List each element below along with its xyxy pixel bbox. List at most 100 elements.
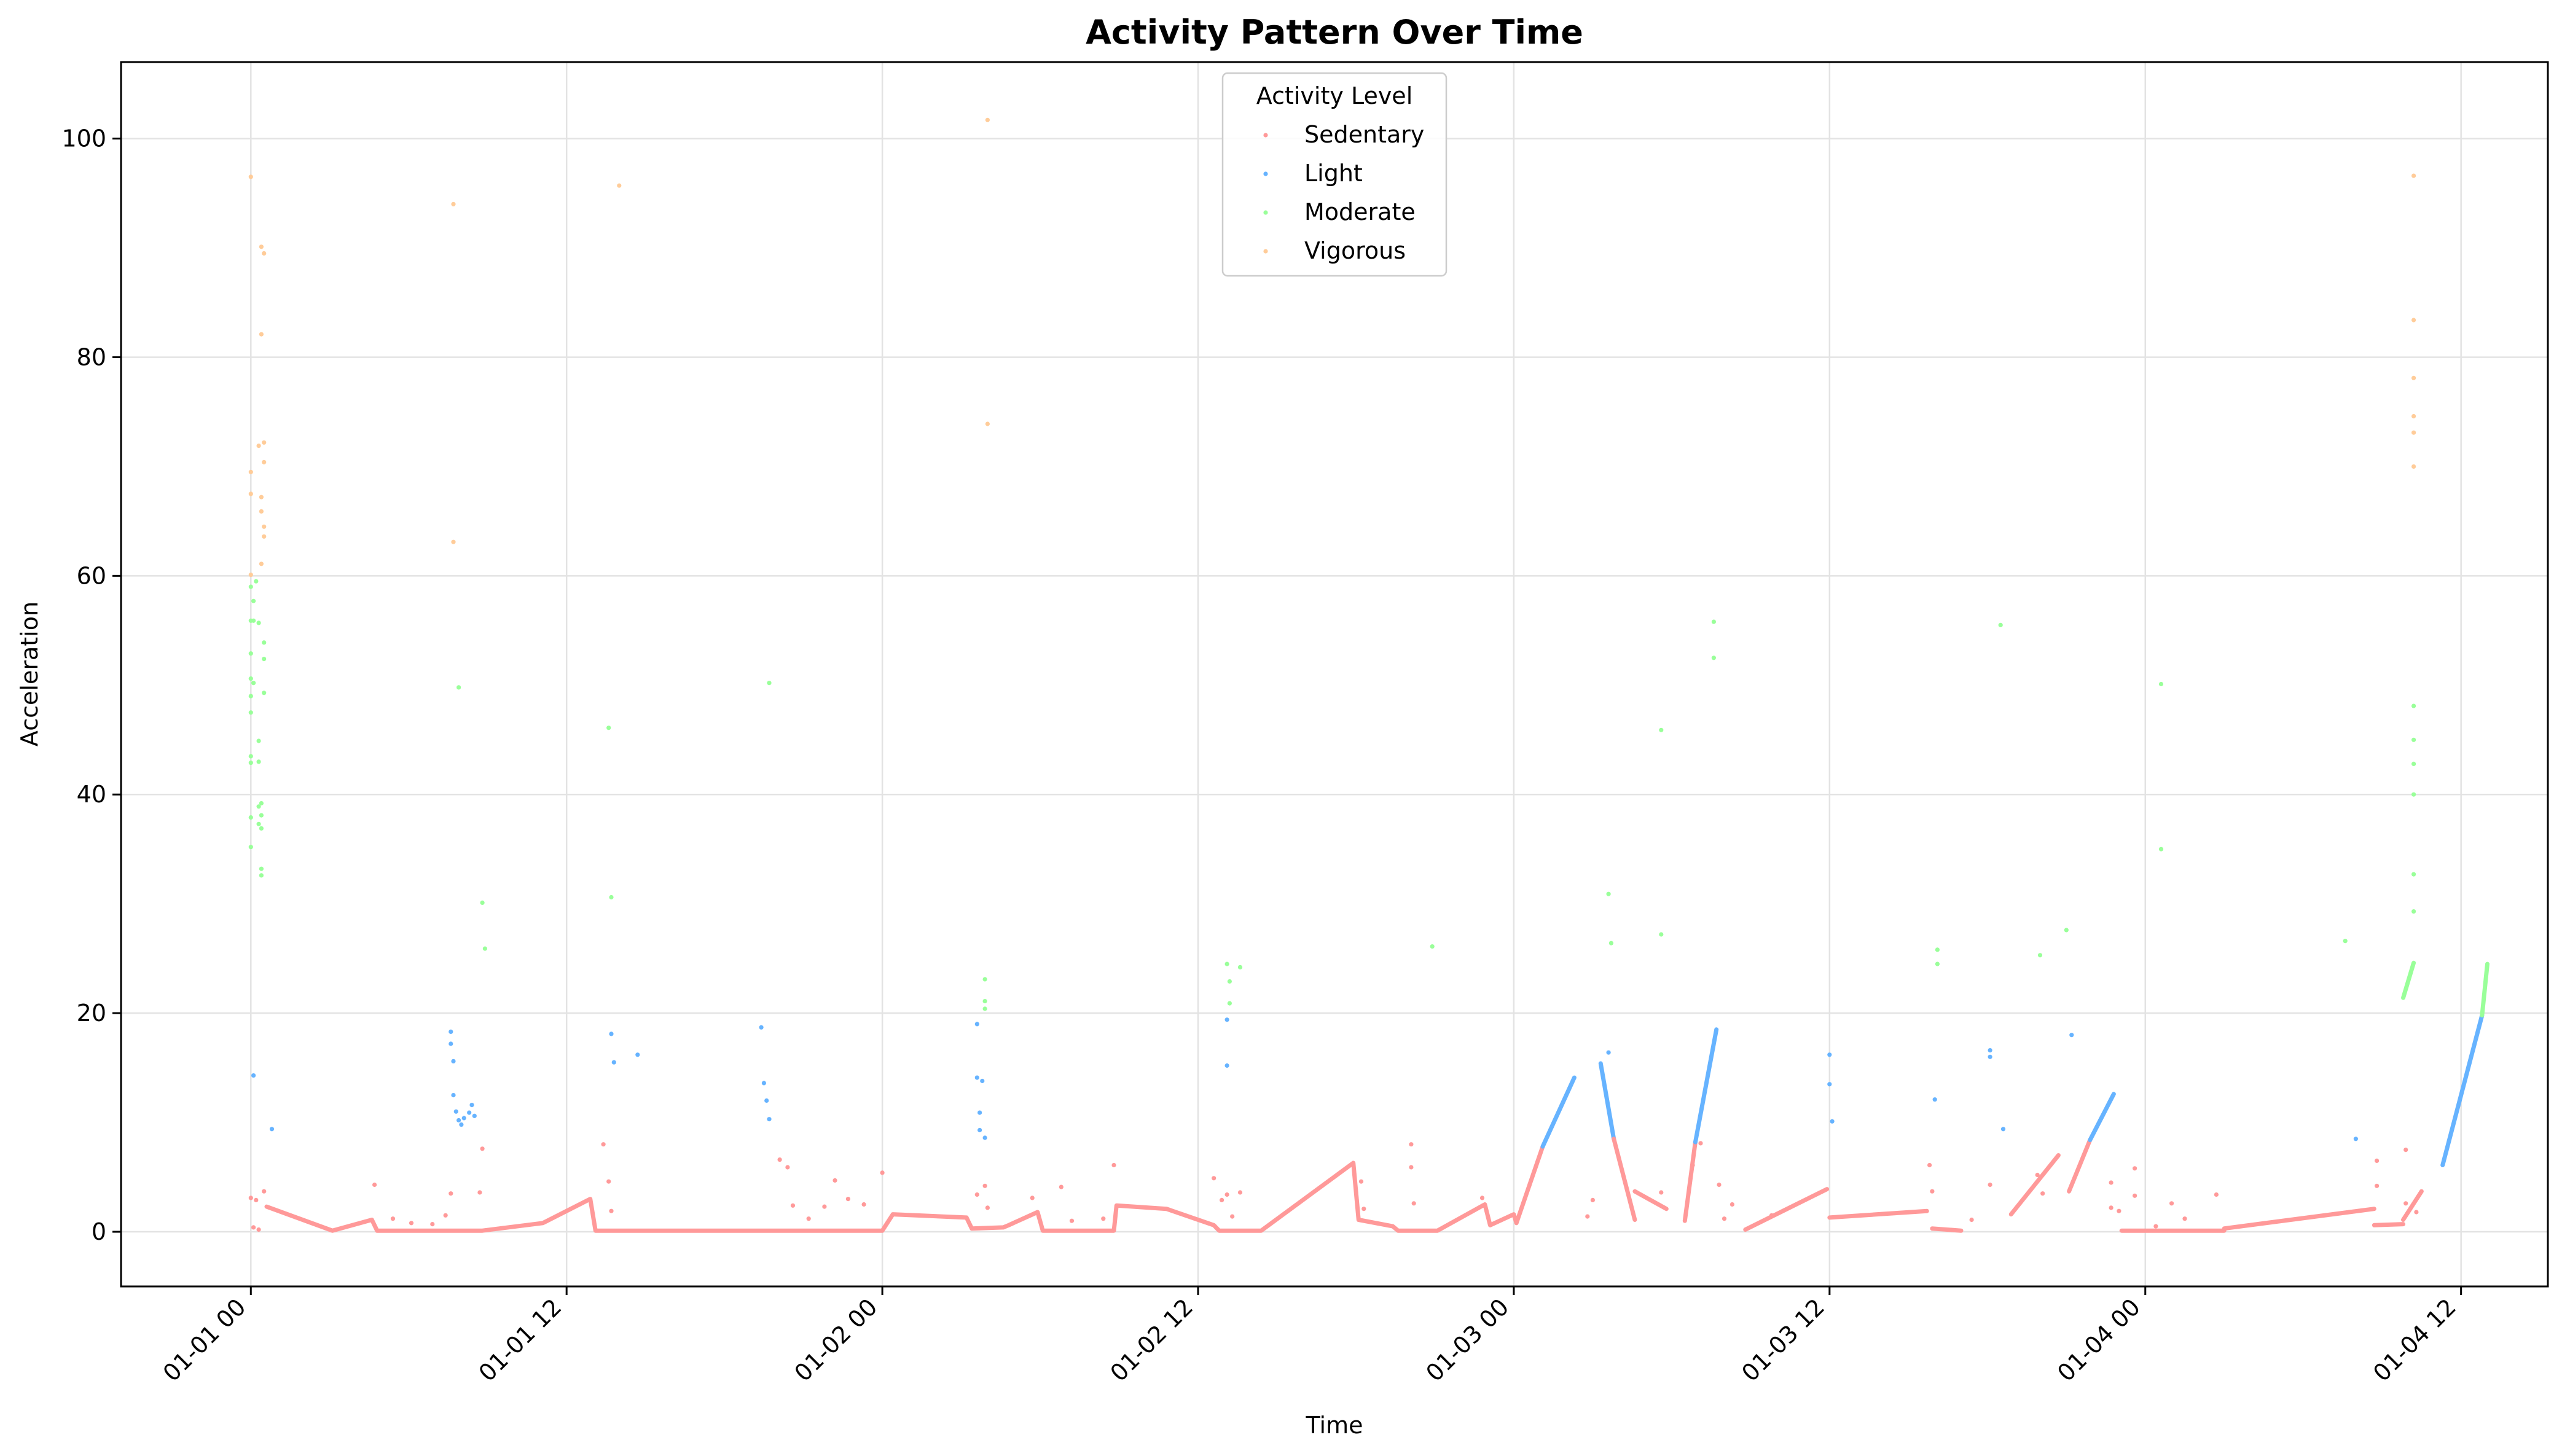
vigorous-point	[2411, 464, 2416, 469]
y-tick-label: 80	[77, 343, 106, 370]
sedentary-point	[785, 1165, 790, 1170]
sedentary-point	[1717, 1182, 1722, 1188]
sedentary-point	[1930, 1189, 1935, 1194]
light-point	[974, 1075, 979, 1080]
moderate-point	[248, 651, 253, 656]
vigorous-point	[262, 460, 267, 464]
sedentary-line-segment	[1612, 1137, 1637, 1222]
sedentary-point	[443, 1213, 448, 1218]
sedentary-line-segment	[1743, 1187, 1830, 1232]
sedentary-point	[1411, 1201, 1416, 1206]
sedentary-point	[1361, 1207, 1366, 1211]
moderate-point	[248, 676, 253, 681]
moderate-point	[2411, 703, 2416, 708]
sedentary-point	[1030, 1196, 1035, 1200]
sedentary-point	[477, 1190, 482, 1195]
moderate-point	[1227, 979, 1232, 984]
vigorous-point	[617, 183, 622, 188]
legend-marker	[1263, 210, 1268, 215]
light-point	[1827, 1082, 1832, 1087]
legend-marker	[1263, 249, 1268, 254]
moderate-point	[1227, 1001, 1232, 1006]
sedentary-point	[1237, 1190, 1243, 1195]
light-point	[2000, 1127, 2006, 1132]
moderate-point	[251, 618, 256, 623]
moderate-line	[2401, 960, 2416, 1000]
light-point	[472, 1113, 477, 1118]
sedentary-point	[2403, 1201, 2408, 1206]
sedentary-point	[2040, 1191, 2045, 1196]
moderate-point	[606, 726, 611, 730]
sedentary-point	[256, 1227, 261, 1232]
sedentary-point	[2153, 1224, 2158, 1229]
moderate-point	[248, 710, 253, 715]
sedentary-point	[606, 1179, 611, 1184]
sedentary-point	[2375, 1158, 2380, 1163]
sedentary-point	[1659, 1190, 1664, 1195]
light-point	[1988, 1054, 1992, 1059]
vigorous-point	[262, 534, 267, 539]
sedentary-line-segment	[1827, 1208, 1929, 1220]
moderate-point	[2411, 761, 2416, 766]
moderate-point	[2411, 737, 2416, 742]
sedentary-point	[449, 1191, 453, 1196]
chart-title: Activity Pattern Over Time	[1086, 13, 1583, 52]
light-point	[977, 1110, 982, 1115]
sedentary-point	[248, 1196, 253, 1200]
light-point	[982, 1135, 987, 1140]
vigorous-point	[2411, 413, 2416, 419]
sedentary-point	[390, 1216, 396, 1221]
moderate-point	[1935, 961, 1940, 966]
sedentary-point	[2109, 1205, 2113, 1210]
vigorous-point	[259, 495, 264, 499]
vigorous-point	[985, 117, 990, 122]
sedentary-point	[845, 1197, 850, 1202]
moderate-point	[256, 620, 261, 625]
moderate-point	[456, 685, 461, 690]
series-lines	[264, 960, 2490, 1233]
vigorous-point	[451, 539, 456, 544]
sedentary-point	[880, 1170, 885, 1175]
moderate-point	[256, 738, 261, 743]
light-line-segment	[2088, 1092, 2116, 1143]
sedentary-point	[1969, 1217, 1974, 1223]
moderate-point	[482, 946, 488, 951]
sedentary-point	[251, 1225, 256, 1230]
sedentary-point	[2375, 1183, 2380, 1188]
vigorous-point	[256, 444, 261, 448]
light-line-segment	[1598, 1061, 1616, 1141]
moderate-point	[248, 845, 253, 850]
moderate-point	[480, 900, 485, 905]
y-tick-label: 100	[61, 125, 106, 152]
sedentary-point	[2214, 1192, 2219, 1197]
vigorous-point	[248, 491, 253, 496]
moderate-point	[248, 754, 253, 759]
light-point	[2069, 1033, 2074, 1038]
sedentary-point	[2403, 1148, 2408, 1153]
sedentary-point	[1230, 1214, 1235, 1219]
moderate-point	[248, 761, 253, 765]
legend-marker	[1263, 171, 1268, 176]
vigorous-point	[262, 440, 267, 445]
sedentary-point	[262, 1189, 267, 1194]
vigorous-point	[2411, 375, 2416, 380]
sedentary-line-segment	[2008, 1153, 2061, 1217]
y-tick-label: 40	[77, 781, 106, 808]
moderate-point	[2158, 681, 2164, 687]
sedentary-point	[480, 1146, 485, 1151]
vigorous-point	[259, 332, 264, 337]
moderate-point	[1935, 947, 1940, 952]
moderate-point	[256, 821, 261, 826]
light-point	[1830, 1119, 1835, 1124]
legend: Activity Level Sedentary Light Moderate Vigo…	[1221, 72, 1447, 277]
light-point	[449, 1029, 453, 1034]
sedentary-point	[1212, 1176, 1216, 1181]
light-point	[611, 1060, 616, 1065]
light-point	[635, 1052, 640, 1057]
moderate-point	[2158, 847, 2164, 851]
vigorous-point	[451, 202, 456, 206]
light-point	[449, 1041, 453, 1046]
moderate-point	[2064, 928, 2069, 933]
moderate-point	[1659, 932, 1664, 937]
legend-label: Vigorous	[1304, 237, 1406, 264]
